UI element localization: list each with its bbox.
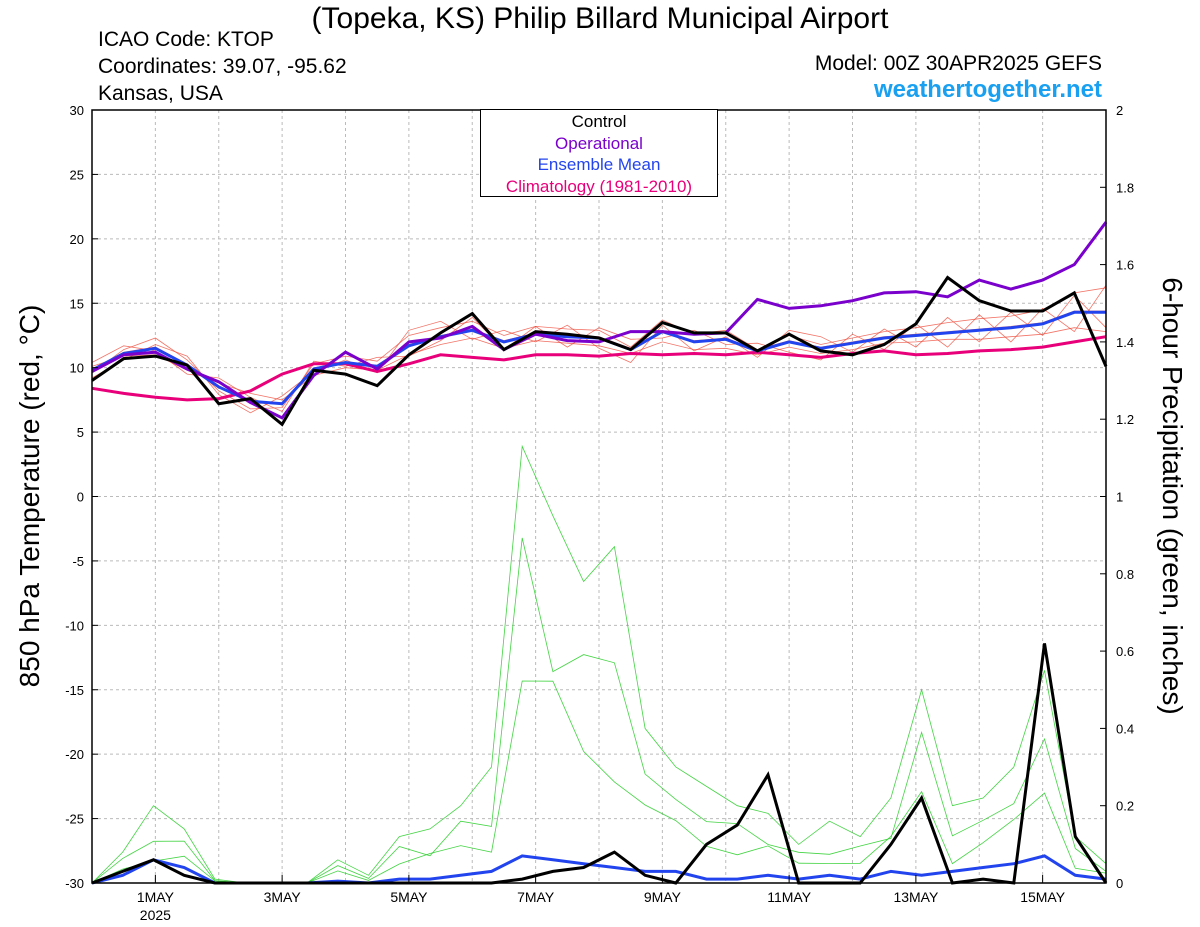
- y-tick-label-left: 30: [70, 103, 84, 118]
- y-tick-label-right: 0.6: [1116, 644, 1134, 659]
- x-tick-label: 15MAY: [1020, 889, 1066, 905]
- x-tick-label: 1MAY: [137, 889, 175, 905]
- y-tick-label-left: 25: [70, 167, 84, 182]
- y-tick-label-left: 15: [70, 296, 84, 311]
- page-title: (Topeka, KS) Philip Billard Municipal Ai…: [311, 2, 889, 35]
- y-tick-label-left: -5: [72, 554, 84, 569]
- grid: [92, 110, 1106, 883]
- x-tick-label: 9MAY: [644, 889, 682, 905]
- axes: 302520151050-5-10-15-20-25-3021.81.61.41…: [65, 103, 1134, 923]
- site-link[interactable]: weathertogether.net: [873, 76, 1102, 103]
- legend-ensemble-mean: Ensemble Mean: [537, 155, 661, 174]
- y-tick-label-right: 0.2: [1116, 799, 1134, 814]
- coordinates: Coordinates: 39.07, -95.62: [98, 55, 347, 78]
- y-tick-label-left: -30: [65, 876, 84, 891]
- y-tick-label-right: 1.4: [1116, 335, 1134, 350]
- y-tick-label-right: 1.2: [1116, 412, 1134, 427]
- y-tick-label-right: 1.8: [1116, 180, 1134, 195]
- y-tick-label-right: 0.8: [1116, 567, 1134, 582]
- climatology-line: [91, 335, 1107, 402]
- icao-code: ICAO Code: KTOP: [98, 28, 274, 51]
- model-run: Model: 00Z 30APR2025 GEFS: [814, 52, 1102, 75]
- x-tick-label: 3MAY: [264, 889, 302, 905]
- x-tick-label: 7MAY: [517, 889, 555, 905]
- y-tick-label-left: -15: [65, 683, 84, 698]
- y-tick-label-left: 10: [70, 361, 84, 376]
- y-tick-label-left: -20: [65, 747, 84, 762]
- y-tick-label-left: -25: [65, 812, 84, 827]
- control-line: [91, 275, 1108, 427]
- y-tick-label-left: -10: [65, 618, 84, 633]
- x-tick-label: 5MAY: [390, 889, 428, 905]
- x-tick-label: 13MAY: [893, 889, 939, 905]
- y-axis-label-right: 6-hour Precipitation (green, inches): [1157, 277, 1188, 715]
- y-tick-label-left: 5: [77, 425, 84, 440]
- series-lines: [91, 221, 1108, 885]
- x-tick-label: 11MAY: [767, 889, 811, 905]
- y-tick-label-right: 0: [1116, 876, 1123, 891]
- y-axis-label-left: 850 hPa Temperature (red, °C): [14, 304, 45, 688]
- legend-control: Control: [571, 112, 627, 131]
- y-tick-label-left: 0: [77, 490, 84, 505]
- x-year-label: 2025: [140, 907, 171, 923]
- legend-operational: Operational: [555, 133, 643, 153]
- y-tick-label-right: 2: [1116, 103, 1123, 118]
- location: Kansas, USA: [98, 82, 223, 105]
- y-tick-label-right: 1.6: [1116, 258, 1134, 273]
- temp-member-line: [91, 327, 1107, 401]
- y-tick-label-right: 1: [1116, 490, 1123, 505]
- y-tick-label-left: 20: [70, 232, 84, 247]
- legend-climatology: Climatology (1981-2010): [505, 176, 693, 196]
- y-tick-label-right: 0.4: [1116, 721, 1134, 736]
- legend: Control Operational Ensemble Mean Climat…: [480, 109, 718, 197]
